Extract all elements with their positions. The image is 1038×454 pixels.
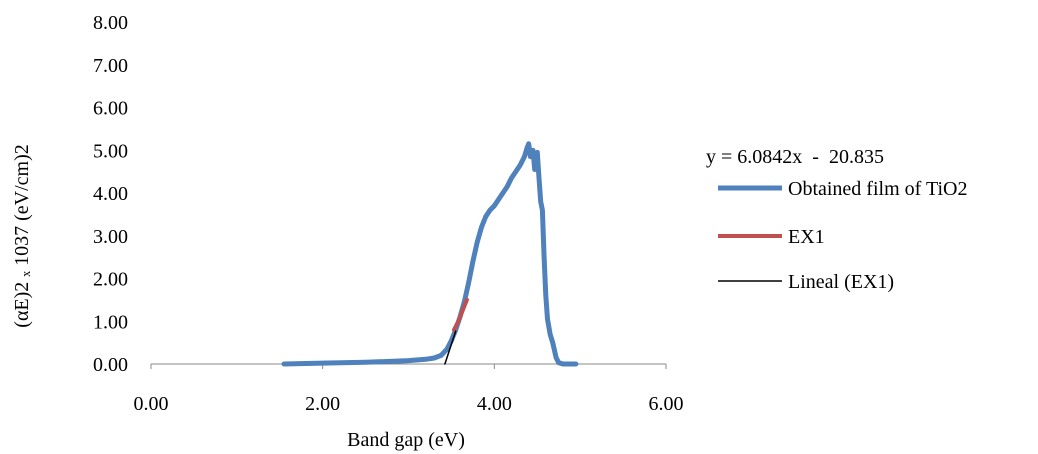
x-tick-label: 0.00 xyxy=(134,393,169,415)
y-tick-label: 6.00 xyxy=(93,98,128,120)
y-axis-label: (αE)2 ₓ 1037 (eV/cm)2 xyxy=(11,144,33,327)
series-line-tio2-film xyxy=(281,141,579,367)
legend: Obtained film of TiO2 EX1 Lineal (EX1) xyxy=(718,178,967,293)
trendline-equation: y = 6.0842x - 20.835 xyxy=(706,146,884,168)
x-tick-label: 4.00 xyxy=(477,393,512,415)
y-tick-label: 4.00 xyxy=(93,183,128,205)
y-axis-ticks: 0.00 1.00 2.00 3.00 4.00 5.00 6.00 7.00 8.00 xyxy=(93,12,128,376)
x-tick-label: 2.00 xyxy=(305,393,340,415)
y-tick-label: 2.00 xyxy=(93,269,128,291)
legend-label: Obtained film of TiO2 xyxy=(788,178,967,200)
y-tick-label: 1.00 xyxy=(93,311,128,333)
trendline-ex1 xyxy=(444,330,457,365)
legend-label: Lineal (EX1) xyxy=(788,271,894,293)
legend-label: EX1 xyxy=(788,226,825,248)
y-tick-label: 0.00 xyxy=(93,354,128,376)
plot-area xyxy=(281,141,579,367)
y-tick-label: 5.00 xyxy=(93,140,128,162)
y-tick-label: 8.00 xyxy=(93,12,128,34)
y-tick-label: 3.00 xyxy=(93,226,128,248)
x-tick-label: 6.00 xyxy=(649,393,684,415)
x-axis-ticks: 0.00 2.00 4.00 6.00 xyxy=(134,364,684,415)
y-tick-label: 7.00 xyxy=(93,55,128,77)
series-line-ex1 xyxy=(452,297,469,332)
x-axis-label: Band gap (eV) xyxy=(347,429,465,451)
